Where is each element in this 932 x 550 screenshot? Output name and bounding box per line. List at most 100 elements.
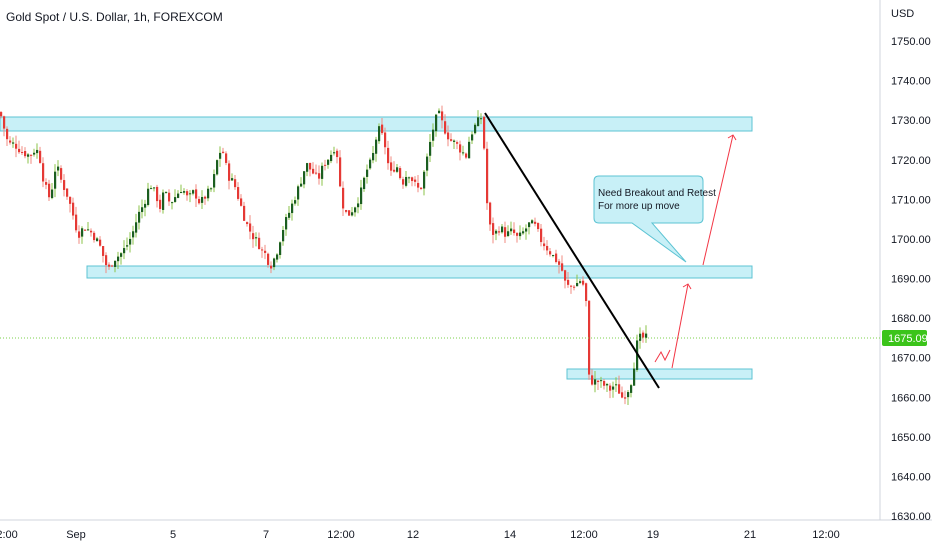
candle-body bbox=[471, 134, 474, 141]
candle-body bbox=[486, 148, 489, 204]
candle-body bbox=[138, 211, 141, 223]
y-tick-label: 1670.00 bbox=[891, 353, 931, 365]
candle-body bbox=[414, 179, 417, 182]
candle-body bbox=[192, 190, 195, 194]
projection-path-top[interactable] bbox=[702, 134, 734, 266]
candle-body bbox=[270, 265, 273, 269]
candle-body bbox=[435, 114, 438, 132]
candle-body bbox=[291, 203, 294, 214]
candle-body bbox=[417, 182, 420, 188]
support-zone-low[interactable] bbox=[566, 368, 753, 380]
candle-body bbox=[510, 228, 513, 232]
candle-body bbox=[294, 200, 297, 204]
x-tick-label: 7 bbox=[263, 529, 269, 541]
candle-body bbox=[507, 231, 510, 237]
candle-body bbox=[18, 148, 21, 153]
candle-body bbox=[24, 150, 27, 157]
candle-body bbox=[129, 238, 132, 245]
candle-body bbox=[51, 189, 54, 199]
candle-body bbox=[165, 191, 168, 193]
candle-body bbox=[147, 188, 150, 205]
candle-body bbox=[219, 152, 222, 159]
candle-body bbox=[27, 154, 30, 157]
candle-body bbox=[156, 186, 159, 202]
candle-body bbox=[63, 180, 66, 190]
candle-body bbox=[120, 253, 123, 257]
candle-body bbox=[573, 286, 576, 288]
candle-body bbox=[144, 203, 147, 208]
candle-body bbox=[366, 169, 369, 177]
candle-body bbox=[378, 126, 381, 142]
candle-body bbox=[336, 150, 339, 158]
candle-body bbox=[48, 183, 51, 198]
candle-body bbox=[189, 193, 192, 195]
candle-body bbox=[114, 260, 117, 267]
candle-body bbox=[495, 230, 498, 234]
candle-body bbox=[360, 187, 363, 205]
downtrend-line[interactable] bbox=[484, 112, 660, 389]
candle-body bbox=[639, 333, 642, 341]
candle-body bbox=[492, 223, 495, 235]
candle-body bbox=[315, 172, 318, 174]
candle-body bbox=[33, 152, 36, 155]
candle-body bbox=[357, 203, 360, 208]
candle-body bbox=[45, 182, 48, 185]
candle-body bbox=[207, 188, 210, 199]
support-zone-mid[interactable] bbox=[86, 265, 753, 279]
candle-body bbox=[543, 243, 546, 247]
candle-body bbox=[105, 255, 108, 266]
candle-body bbox=[60, 168, 63, 180]
candle-body bbox=[411, 177, 414, 182]
candle-body bbox=[501, 226, 504, 233]
candle-body bbox=[3, 116, 6, 129]
candle-body bbox=[393, 169, 396, 172]
candle-body bbox=[171, 202, 174, 204]
candle-body bbox=[408, 177, 411, 179]
candle-body bbox=[402, 179, 405, 185]
resistance-zone[interactable] bbox=[0, 116, 753, 132]
x-tick-label: 19 bbox=[647, 529, 659, 541]
candle-body bbox=[453, 140, 456, 142]
candle-body bbox=[186, 191, 189, 196]
candle-body bbox=[39, 150, 42, 163]
candle-body bbox=[6, 128, 9, 140]
candle-body bbox=[177, 193, 180, 198]
x-tick-label: 5 bbox=[170, 529, 176, 541]
candle-body bbox=[504, 227, 507, 237]
y-tick-label: 1660.00 bbox=[891, 392, 931, 404]
candle-body bbox=[432, 129, 435, 141]
candle-body bbox=[93, 232, 96, 241]
annotation-callout[interactable] bbox=[593, 175, 704, 263]
candle-body bbox=[204, 196, 207, 199]
candle-body bbox=[615, 384, 618, 386]
candle-body bbox=[132, 231, 135, 238]
candle-body bbox=[612, 386, 615, 390]
annotation-line-2: For more up move bbox=[598, 201, 680, 212]
candle-body bbox=[162, 192, 165, 210]
candle-body bbox=[66, 188, 69, 197]
candle-body bbox=[180, 192, 183, 194]
candle-body bbox=[258, 237, 261, 250]
candle-body bbox=[345, 210, 348, 212]
candle-body bbox=[630, 385, 633, 393]
x-axis-ticks: 12:00 Sep 5 7 12:00 12 14 12:00 19 21 12:00 bbox=[0, 529, 840, 541]
candle-body bbox=[351, 212, 354, 216]
y-tick-label: 1720.00 bbox=[891, 155, 931, 167]
candle-body bbox=[555, 253, 558, 263]
candle-body bbox=[309, 162, 312, 170]
projection-path-main[interactable] bbox=[671, 283, 689, 369]
candle-body bbox=[276, 254, 279, 260]
x-tick-label: 12:00 bbox=[0, 529, 18, 541]
projection-zigzag-small[interactable] bbox=[654, 349, 671, 363]
candle-body bbox=[474, 124, 477, 134]
candle-body bbox=[87, 229, 90, 231]
candle-body bbox=[582, 280, 585, 285]
candle-body bbox=[372, 152, 375, 161]
candle-body bbox=[561, 263, 564, 271]
candle-body bbox=[237, 187, 240, 199]
candle-body bbox=[99, 239, 102, 246]
candle-body bbox=[438, 110, 441, 114]
candle-body bbox=[585, 283, 588, 302]
